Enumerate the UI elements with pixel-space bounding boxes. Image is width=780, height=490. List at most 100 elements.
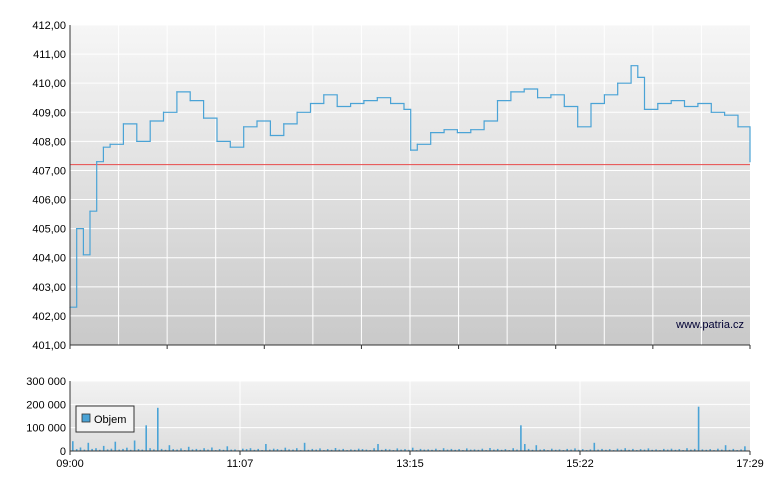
volume-bar xyxy=(296,448,298,451)
price-y-tick-label: 408,00 xyxy=(32,136,66,148)
volume-bar xyxy=(686,448,688,451)
volume-bar xyxy=(477,449,480,451)
volume-bar xyxy=(663,448,665,451)
volume-bar xyxy=(87,442,90,451)
volume-x-tick-labels: 09:00 11:07 13:15 15:22 17:29 xyxy=(56,458,764,470)
x-tick-label: 17:29 xyxy=(736,458,764,470)
volume-bar xyxy=(265,444,267,451)
volume-bar xyxy=(126,447,128,451)
price-point xyxy=(510,91,512,93)
price-y-tick-label: 404,00 xyxy=(32,253,66,265)
volume-bar xyxy=(133,440,136,451)
volume-bar xyxy=(191,449,194,451)
volume-bar xyxy=(643,449,646,451)
price-y-tick-label: 409,00 xyxy=(32,107,66,119)
volume-bar xyxy=(365,449,368,451)
price-point xyxy=(176,91,178,93)
price-point xyxy=(603,94,605,96)
volume-bar xyxy=(616,448,619,451)
volume-bar xyxy=(524,444,526,451)
volume-bar xyxy=(740,449,742,451)
price-point xyxy=(149,120,151,122)
volume-bar xyxy=(454,449,456,451)
volume-bar xyxy=(149,448,151,451)
volume-bar xyxy=(566,448,568,451)
price-point xyxy=(749,161,751,163)
price-point xyxy=(496,100,499,102)
volume-bar xyxy=(574,448,576,451)
price-point xyxy=(403,108,405,110)
volume-bar xyxy=(319,448,321,451)
price-point xyxy=(737,126,739,128)
volume-bar xyxy=(469,449,472,451)
volume-bar xyxy=(199,449,202,451)
volume-y-tick-label: 0 xyxy=(60,446,66,458)
volume-bar xyxy=(489,448,491,451)
volume-bar xyxy=(95,448,97,451)
volume-bar xyxy=(114,441,117,451)
price-point xyxy=(216,140,218,142)
volume-bar xyxy=(690,449,692,451)
volume-bar xyxy=(172,449,174,451)
volume-bar xyxy=(655,449,657,451)
volume-bar xyxy=(153,449,155,451)
volume-y-tick-labels: 300 000 200 000 100 000 0 xyxy=(26,376,66,458)
price-point xyxy=(483,120,485,122)
price-point xyxy=(283,123,285,125)
volume-bar xyxy=(516,449,518,451)
volume-bar xyxy=(122,448,124,451)
volume-chart: 300 000 200 000 100 000 0 09:00 11:07 13:15 15… xyxy=(26,376,764,470)
price-point xyxy=(363,100,365,102)
volume-bar xyxy=(647,448,650,451)
price-point xyxy=(202,117,205,119)
volume-bar xyxy=(435,448,437,451)
volume-bar xyxy=(496,448,499,451)
volume-bar xyxy=(601,448,603,451)
volume-bar xyxy=(334,448,337,451)
volume-bar xyxy=(157,407,159,451)
x-tick-label: 09:00 xyxy=(56,458,84,470)
volume-bar xyxy=(315,449,317,451)
volume-bar xyxy=(176,449,178,451)
price-point xyxy=(710,111,712,113)
price-point xyxy=(683,105,686,108)
volume-bar xyxy=(257,448,259,451)
price-point xyxy=(643,108,646,110)
volume-bar xyxy=(79,447,82,451)
price-point xyxy=(724,114,726,116)
price-point xyxy=(390,102,392,105)
volume-bar xyxy=(234,449,236,451)
volume-bar xyxy=(91,448,93,451)
volume-bar xyxy=(678,449,681,451)
volume-bar xyxy=(388,449,391,451)
volume-bar xyxy=(168,445,171,451)
price-point xyxy=(349,102,352,105)
price-point xyxy=(637,76,639,78)
volume-bar xyxy=(744,446,746,451)
volume-bar xyxy=(160,448,163,451)
volume-bar xyxy=(466,448,468,451)
volume-bar xyxy=(226,446,229,451)
price-point xyxy=(630,65,632,67)
volume-bar xyxy=(473,449,476,451)
volume-bar xyxy=(639,449,642,451)
volume-bar xyxy=(450,448,453,451)
price-y-tick-label: 405,00 xyxy=(32,224,66,236)
volume-bar xyxy=(728,449,731,451)
volume-bar xyxy=(72,441,74,451)
volume-bar xyxy=(222,449,225,451)
volume-bar xyxy=(377,444,379,451)
volume-bar xyxy=(272,448,275,451)
volume-bar xyxy=(373,448,375,451)
volume-bar xyxy=(504,449,507,451)
price-point xyxy=(376,97,378,99)
volume-bar xyxy=(307,449,310,451)
volume-bar xyxy=(558,449,561,451)
price-y-tick-label: 406,00 xyxy=(32,195,66,207)
volume-bar xyxy=(292,449,294,451)
price-point xyxy=(323,94,325,96)
price-y-tick-label: 401,00 xyxy=(32,340,66,352)
volume-bar xyxy=(137,449,140,451)
volume-bar xyxy=(554,449,557,451)
